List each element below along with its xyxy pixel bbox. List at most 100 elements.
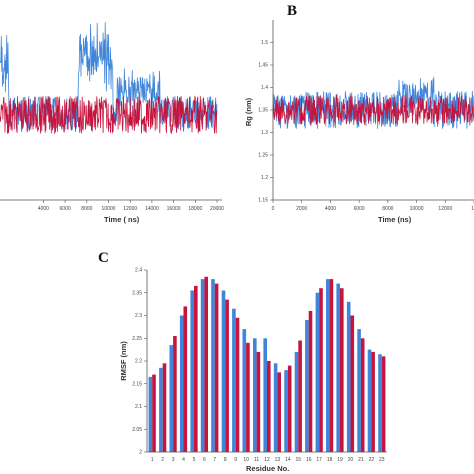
panel-c-bar-blue-2 [159, 367, 163, 452]
panel-c-y-ticks: 2 2.05 2.1 2.15 2.2 2.25 2.3 2.35 2.4 [132, 268, 147, 456]
panel-c-y-tick-label: 2 [139, 450, 142, 456]
panel-c-bar-red-11 [256, 351, 261, 452]
panel-b-x-tick-label: 0 [272, 206, 275, 212]
panel-c-bar-red-9 [235, 317, 240, 452]
panel-c-bar-red-4 [183, 306, 188, 452]
panel-c-bar-blue-11 [253, 338, 257, 453]
panel-c-letter: C [98, 250, 109, 266]
panel-c-bar-blue-22 [367, 349, 372, 452]
panel-b-x-tick-label: 12000 [438, 206, 452, 212]
panel-c-x-tick-label: 14 [285, 457, 291, 463]
panel-b-y-tick-label: 1.5 [261, 40, 268, 46]
panel-c-x-tick-label: 23 [379, 457, 385, 463]
panel-b-x-ticks: 0 2000 4000 6000 8000 10000 12000 14 [272, 200, 474, 212]
panel-b-y-tick-label: 1.3 [261, 130, 268, 136]
panel-a-x-tick-label: 14000 [145, 206, 159, 212]
panel-c-bar-blue-18 [326, 279, 330, 452]
panel-c-bar-red-17 [319, 288, 323, 452]
panel-b-x-tick-label: 14 [471, 206, 474, 212]
panel-c-bar-blue-17 [315, 292, 320, 452]
panel-c-bar-red-8 [225, 299, 229, 452]
panel-b-y-tick-label: 1.35 [258, 108, 268, 114]
panel-c-bar-blue-20 [346, 301, 351, 452]
panel-c-bar-red-21 [360, 338, 365, 453]
panel-c-y-tick-label: 2.15 [132, 381, 142, 387]
panel-c-x-tick-label: 20 [348, 457, 354, 463]
panel-c-bar-blue-15 [294, 351, 299, 452]
panel-c-y-tick-label: 2.3 [135, 313, 142, 319]
panel-c-x-tick-label: 7 [213, 457, 216, 463]
panel-b-x-tick-label: 6000 [354, 206, 365, 212]
panel-c-x-tick-label: 3 [172, 457, 175, 463]
panel-c-y-tick-label: 2.35 [132, 290, 142, 296]
panel-c-x-tick-label: 6 [203, 457, 206, 463]
panel-c-x-tick-label: 2 [161, 457, 164, 463]
panel-a-x-tick-label: 18000 [188, 206, 202, 212]
panel-c-y-tick-label: 2.05 [132, 427, 142, 433]
panel-c-bar-blue-21 [357, 329, 361, 452]
panel-c-bar-blue-3 [169, 345, 174, 452]
panel-c-bar-blue-1 [148, 376, 153, 452]
panel-c-bar-blue-8 [221, 290, 226, 452]
panel-c-bar-red-16 [308, 310, 313, 452]
panel-b-y-ticks: 1.15 1.2 1.25 1.3 1.35 1.4 1.45 1.5 [258, 40, 273, 204]
panel-c-x-label: Residue No. [246, 464, 289, 473]
panel-b-x-tick-label: 8000 [382, 206, 393, 212]
panel-a-x-tick-label: 16000 [167, 206, 181, 212]
panel-c-x-tick-label: 13 [275, 457, 281, 463]
panel-c-x-tick-label: 16 [306, 457, 312, 463]
panel-c-bar-blue-23 [378, 354, 382, 452]
panel-c-bar-red-12 [267, 361, 271, 452]
panel-c-x-tick-label: 5 [193, 457, 196, 463]
panel-c-bar-blue-14 [284, 370, 288, 452]
panel-c-x-tick-label: 17 [316, 457, 322, 463]
panel-c-bar-blue-5 [190, 290, 194, 452]
panel-b-y-tick-label: 1.2 [261, 175, 268, 181]
panel-c-bar-blue-4 [179, 315, 184, 452]
panel-c-bar-red-7 [214, 283, 219, 452]
panel-c-bar-red-13 [277, 372, 281, 452]
panel-a-x-ticks: 4000 6000 8000 10000 12000 14000 16000 18000 200… [38, 200, 224, 212]
panel-c-y-tick-label: 2.4 [135, 268, 142, 274]
panel-a-red-series [0, 95, 218, 134]
panel-c-y-tick-label: 2.1 [135, 404, 142, 410]
panel-c-x-tick-label: 15 [296, 457, 302, 463]
panel-a-x-tick-label: 4000 [38, 206, 49, 212]
panel-a-x-tick-label: 8000 [81, 206, 92, 212]
panel-b-y-tick-label: 1.45 [258, 63, 268, 69]
panel-c-bar-red-20 [350, 315, 355, 452]
panel-b-x-tick-label: 4000 [325, 206, 336, 212]
panel-c-y-label: RMSF (nm) [119, 341, 128, 381]
panel-c-bar-red-5 [194, 285, 198, 452]
panel-c-bar-blue-13 [273, 363, 278, 452]
panel-c-x-tick-label: 11 [254, 457, 259, 463]
panel-c-bar-red-6 [204, 276, 208, 452]
panel-a-x-tick-label: 10000 [102, 206, 116, 212]
panel-c-bar-blue-10 [242, 329, 247, 452]
panel-b-letter: B [287, 3, 297, 19]
panel-a-x-tick-label: 6000 [60, 206, 71, 212]
panel-c-x-tick-label: 10 [243, 457, 249, 463]
panel-c-bar-red-22 [371, 351, 375, 452]
panel-b-y-label: Rg (nm) [244, 97, 253, 126]
panel-c-x-tick-label: 22 [369, 457, 375, 463]
panel-a: 4000 6000 8000 10000 12000 14000 16000 18000 200… [0, 22, 224, 224]
panel-c-x-tick-label: 19 [337, 457, 343, 463]
panel-a-x-tick-label: 12000 [123, 206, 137, 212]
panel-c-x-tick-label: 12 [264, 457, 270, 463]
panel-b-x-tick-label: 10000 [410, 206, 424, 212]
panel-a-x-label: Time ( ns) [104, 215, 140, 224]
panel-c-bar-red-15 [298, 340, 302, 452]
panel-c-bar-red-2 [162, 363, 167, 452]
panel-b-red-line [272, 94, 474, 126]
panel-c-bar-red-1 [152, 374, 156, 452]
panel-c-bar-blue-6 [200, 279, 205, 452]
panel-c-bar-blue-9 [232, 308, 236, 452]
panel-c-y-tick-label: 2.25 [132, 336, 142, 342]
panel-c-x-tick-label: 4 [182, 457, 185, 463]
panel-c-x-tick-label: 9 [234, 457, 237, 463]
panel-c-bar-red-14 [287, 365, 292, 452]
panel-c-bar-red-23 [381, 356, 386, 452]
panel-c-x-ticks: 1 2 3 4 5 6 7 8 9 10 11 12 13 14 15 16 17 18 19 20 21 22 23 [151, 457, 385, 463]
